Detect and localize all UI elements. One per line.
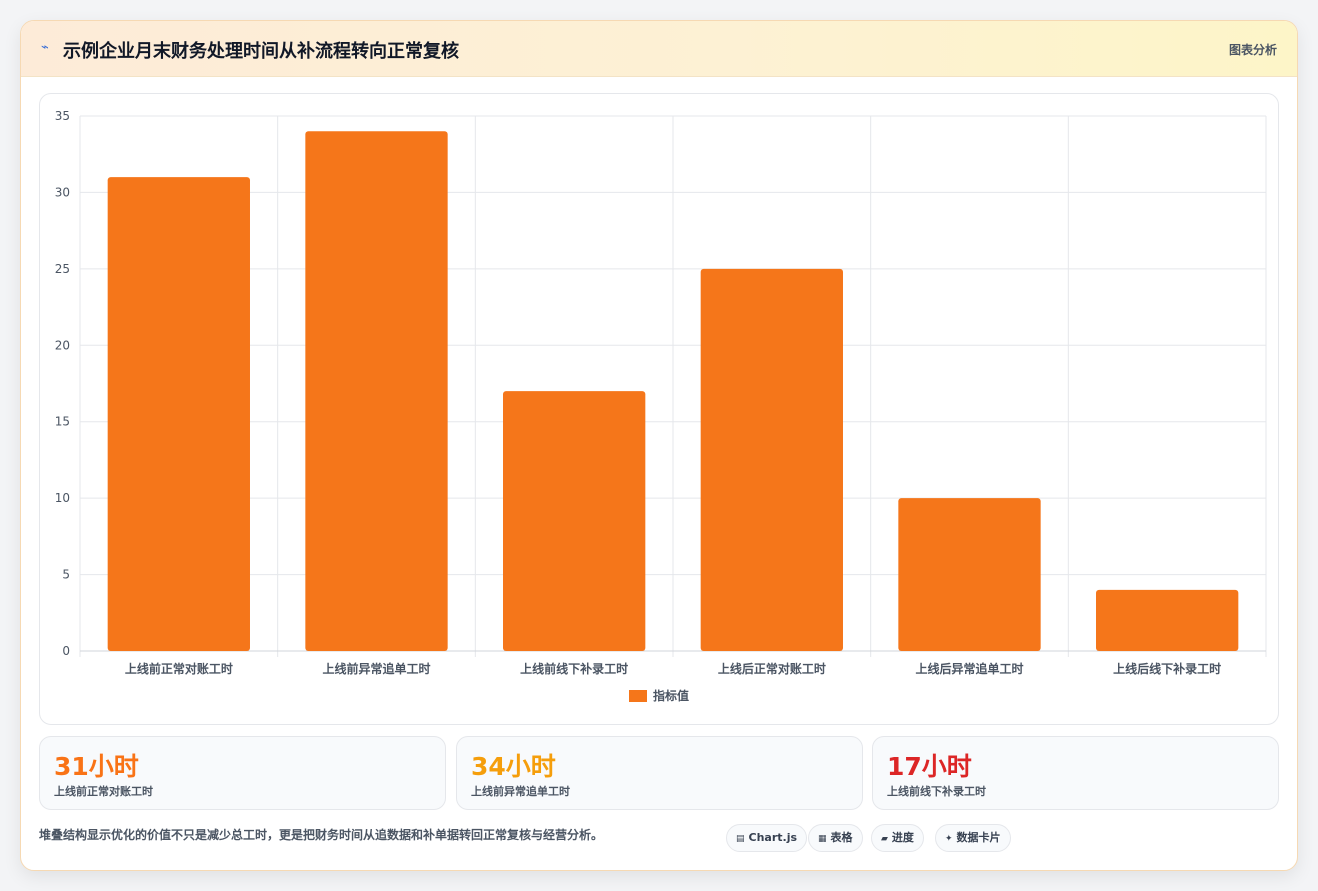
y-tick-label: 25 bbox=[55, 262, 70, 276]
x-tick-label: 上线后线下补录工时 bbox=[1113, 661, 1221, 676]
sparkle-icon: ✦ bbox=[945, 834, 953, 844]
chart-icon: ▤ bbox=[736, 834, 745, 844]
table-icon: ▦ bbox=[818, 834, 827, 844]
stat-label: 上线前异常追单工时 bbox=[471, 785, 570, 798]
stat-label: 上线前正常对账工时 bbox=[54, 785, 153, 798]
chip-label: 进度 bbox=[891, 831, 914, 844]
stat-value: 31小时 bbox=[54, 752, 139, 781]
bar bbox=[700, 268, 843, 651]
stat-card: 17小时 上线前线下补录工时 bbox=[872, 736, 1279, 810]
chart-analysis-tag[interactable]: 图表分析 bbox=[1228, 43, 1277, 57]
legend-swatch bbox=[629, 690, 647, 702]
y-tick-label: 5 bbox=[62, 568, 70, 582]
chart-spark-icon: ⌁ bbox=[41, 40, 49, 55]
stat-cards: 31小时 上线前正常对账工时 34小时 上线前异常追单工时 17小时 上线前线下… bbox=[39, 736, 1279, 810]
x-tick-label: 上线前正常对账工时 bbox=[125, 661, 233, 676]
bar bbox=[305, 131, 448, 651]
bar-chart: 0 5 10 15 20 25 30 35 上线前正常对账工时 上线前异常追单工时 上线前线下补录工… bbox=[55, 109, 1267, 703]
chip-label: 表格 bbox=[830, 831, 853, 844]
stat-label: 上线前线下补录工时 bbox=[887, 785, 986, 798]
chip-progress[interactable]: ▰ 进度 bbox=[871, 824, 924, 852]
x-tick-label: 上线前异常追单工时 bbox=[322, 661, 430, 676]
x-tick-label: 上线后异常追单工时 bbox=[915, 661, 1023, 676]
y-tick-label: 30 bbox=[55, 185, 70, 199]
progress-icon: ▰ bbox=[881, 834, 888, 844]
x-tick-label: 上线后正常对账工时 bbox=[718, 661, 826, 676]
bar bbox=[1096, 589, 1239, 651]
legend-label: 指标值 bbox=[653, 688, 689, 703]
stat-value: 34小时 bbox=[471, 752, 556, 781]
stat-card: 31小时 上线前正常对账工时 bbox=[39, 736, 446, 810]
y-tick-label: 10 bbox=[55, 491, 70, 505]
stat-value: 17小时 bbox=[887, 752, 972, 781]
chip-label: 数据卡片 bbox=[956, 831, 1001, 844]
bar bbox=[107, 177, 250, 651]
chip-data-card[interactable]: ✦ 数据卡片 bbox=[935, 824, 1011, 852]
chip-chartjs[interactable]: ▤ Chart.js bbox=[726, 824, 808, 852]
chart-panel: 0 5 10 15 20 25 30 35 上线前正常对账工时 上线前异常追单工时 上线前线下补录工… bbox=[39, 93, 1279, 725]
chip-label: Chart.js bbox=[748, 831, 798, 844]
footer-note: 堆叠结构显示优化的价值不只是减少总工时，更是把财务时间从追数据和补单据转回正常复… bbox=[39, 828, 604, 842]
y-tick-label: 35 bbox=[55, 109, 70, 123]
card-header: ⌁ 示例企业月末财务处理时间从补流程转向正常复核 图表分析 bbox=[21, 21, 1297, 77]
stat-card: 34小时 上线前异常追单工时 bbox=[456, 736, 863, 810]
page-title: 示例企业月末财务处理时间从补流程转向正常复核 bbox=[63, 41, 459, 62]
x-tick-label: 上线前线下补录工时 bbox=[520, 661, 628, 676]
chip-table[interactable]: ▦ 表格 bbox=[808, 824, 863, 852]
y-tick-label: 20 bbox=[55, 338, 70, 352]
y-tick-label: 0 bbox=[62, 644, 70, 658]
bar bbox=[503, 391, 646, 651]
bar bbox=[898, 498, 1041, 651]
y-tick-label: 15 bbox=[55, 415, 70, 429]
report-card: ⌁ 示例企业月末财务处理时间从补流程转向正常复核 图表分析 0 5 10 15 20 25… bbox=[20, 20, 1298, 871]
